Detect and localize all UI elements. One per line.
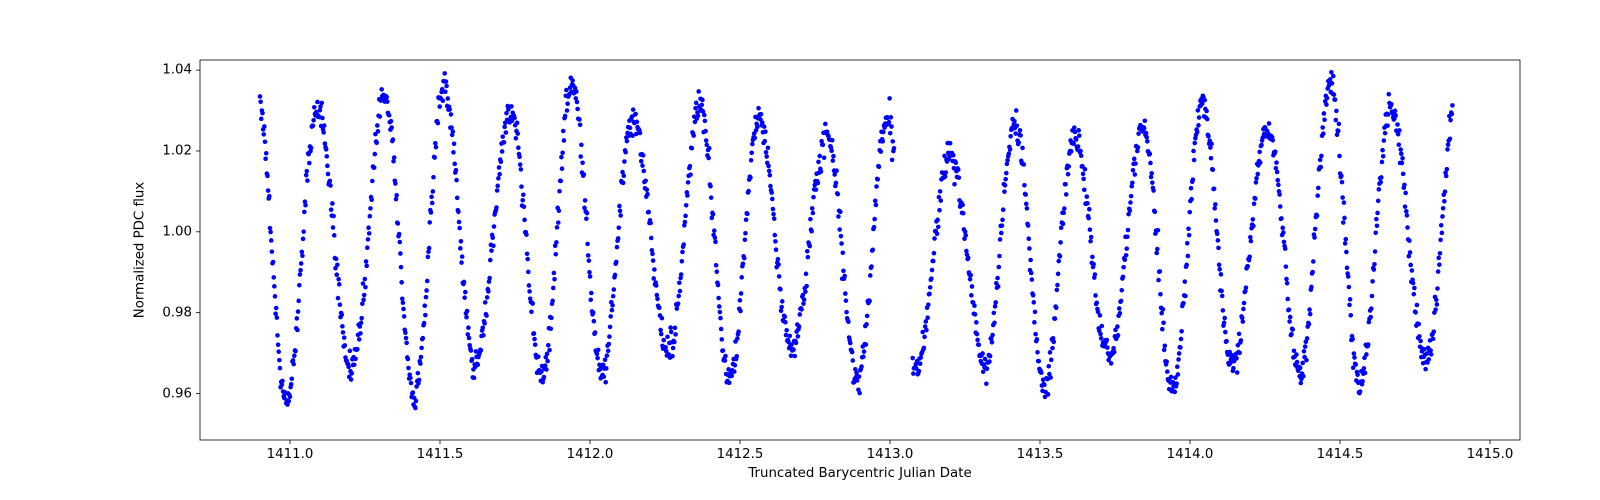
y-axis-label: Normalized PDC flux <box>133 182 148 318</box>
figure-container: 1411.0 1411.5 1412.0 1412.5 1413.0 1413.5 1414… <box>0 0 1600 500</box>
plot-frame <box>200 60 1520 440</box>
x-tick-label: 1413.0 <box>867 447 914 462</box>
scatter-points <box>258 70 1455 410</box>
x-tick-label: 1411.5 <box>417 447 464 462</box>
x-tick-label: 1412.0 <box>567 447 614 462</box>
x-tick-label: 1414.0 <box>1167 447 1214 462</box>
x-axis-label: Truncated Barycentric Julian Date <box>748 466 971 481</box>
x-tick-label: 1412.5 <box>717 447 764 462</box>
x-tick-label: 1411.0 <box>267 447 314 462</box>
y-tick-label: 0.96 <box>162 386 192 401</box>
x-tick-label: 1413.5 <box>1017 447 1064 462</box>
x-tick-label: 1415.0 <box>1467 447 1514 462</box>
scatter-plot-svg <box>200 60 1520 440</box>
y-tick-label: 1.00 <box>162 224 192 239</box>
y-tick-label: 1.02 <box>162 143 192 158</box>
x-tick-label: 1414.5 <box>1317 447 1364 462</box>
scatter-plot-area <box>200 60 1520 440</box>
y-tick-label: 0.98 <box>162 305 192 320</box>
y-tick-label: 1.04 <box>162 63 192 78</box>
